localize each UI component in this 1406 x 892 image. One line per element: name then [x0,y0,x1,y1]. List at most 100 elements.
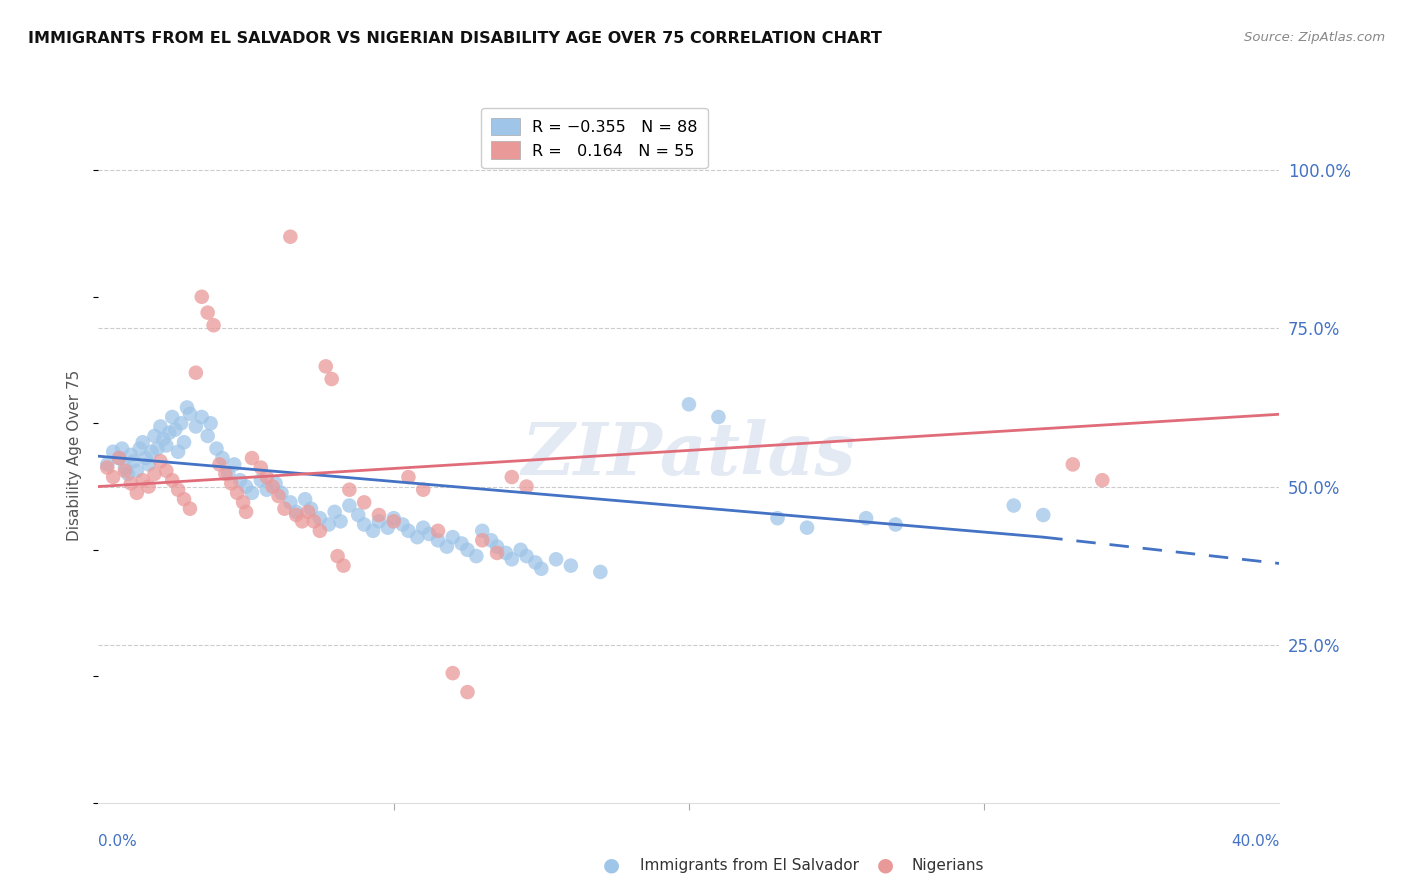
Point [205,442,228,456]
Point [589,565,612,579]
Point [226,486,249,500]
Point [471,524,494,538]
Point [855,511,877,525]
Point [229,473,252,487]
Point [1032,508,1054,522]
Point [294,492,316,507]
Point [232,495,254,509]
Point [278,229,302,244]
Point [382,514,405,528]
Point [149,454,172,468]
Point [766,511,789,525]
Point [465,549,488,563]
Point [176,401,198,415]
Point [162,473,183,487]
Point [114,464,136,478]
Point [200,417,222,431]
Text: ZIPatlas: ZIPatlas [522,419,856,491]
Point [546,552,568,566]
Point [456,685,478,699]
Point [155,464,177,478]
Point [103,470,125,484]
Point [219,476,242,491]
Point [524,556,547,570]
Point [285,505,308,519]
Point [250,460,273,475]
Point [149,419,172,434]
Text: 40.0%: 40.0% [1232,834,1279,849]
Point [173,435,195,450]
Point [132,435,155,450]
Point [96,460,118,475]
Point [339,499,360,513]
Point [273,501,295,516]
Point [170,417,193,431]
Point [884,517,907,532]
Point [184,366,207,380]
Point [250,473,273,487]
Point [456,542,478,557]
Point [396,524,419,538]
Point [302,514,325,528]
Point [1091,473,1114,487]
Point [120,476,142,491]
Point [332,558,354,573]
Point [114,460,136,475]
Point [353,517,375,532]
Point [450,536,472,550]
Point [495,546,517,560]
Point [267,489,290,503]
Point [256,483,278,497]
Point [162,409,183,424]
Point [368,508,391,522]
Point [217,467,239,481]
Point [396,470,419,484]
Point [197,305,219,319]
Point [299,501,322,516]
Point [309,511,332,525]
Point [235,505,257,519]
Point [418,527,440,541]
Point [297,505,319,519]
Point [125,486,148,500]
Point [165,423,187,437]
Point [382,511,405,525]
Point [515,479,537,493]
Point [309,524,332,538]
Point [146,442,169,456]
Point [240,451,263,466]
Point [323,505,346,519]
Point [132,473,155,487]
Point [326,549,349,563]
Point [143,429,166,443]
Point [155,438,177,452]
Point [197,429,219,443]
Point [208,458,231,472]
Point [224,458,246,472]
Point [173,492,195,507]
Point [179,407,201,421]
Point [1062,458,1084,472]
Point [262,479,284,493]
Point [143,467,166,481]
Text: ●: ● [877,855,894,875]
Point [285,508,308,522]
Point [184,419,207,434]
Point [108,451,131,466]
Point [202,318,225,333]
Point [152,432,174,446]
Point [167,444,190,458]
Point [1002,499,1025,513]
Legend: R = −0.355   N = 88, R =   0.164   N = 55: R = −0.355 N = 88, R = 0.164 N = 55 [481,108,707,169]
Point [278,495,302,509]
Point [96,458,118,472]
Point [329,514,352,528]
Point [486,540,509,554]
Point [120,448,142,462]
Text: Immigrants from El Salvador: Immigrants from El Salvador [640,858,859,872]
Point [361,524,384,538]
Point [406,530,429,544]
Point [128,442,150,456]
Point [353,495,375,509]
Point [191,409,214,424]
